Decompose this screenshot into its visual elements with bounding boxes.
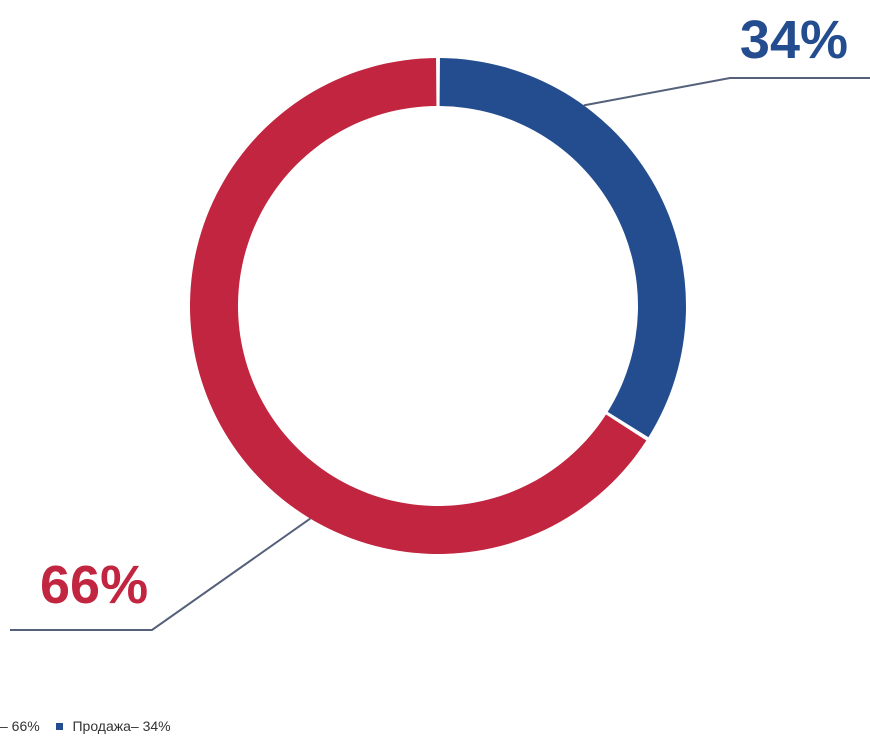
- legend-text-sale: Продажа– 34%: [72, 718, 171, 734]
- donut-slices: [189, 58, 686, 554]
- slice-label-other: 66%: [40, 555, 148, 615]
- legend-entry-other: – 66%: [0, 718, 44, 734]
- leader-line-other: [10, 517, 311, 631]
- slice-sale: [439, 58, 686, 438]
- slice-label-sale: 34%: [740, 10, 848, 70]
- leader-lines: [10, 77, 870, 631]
- legend: – 66% Продажа– 34%: [0, 718, 171, 734]
- legend-text-other: – 66%: [0, 718, 40, 734]
- legend-entry-sale: Продажа– 34%: [44, 718, 171, 734]
- legend-marker-sale: [55, 723, 63, 731]
- leader-line-sale: [583, 77, 870, 107]
